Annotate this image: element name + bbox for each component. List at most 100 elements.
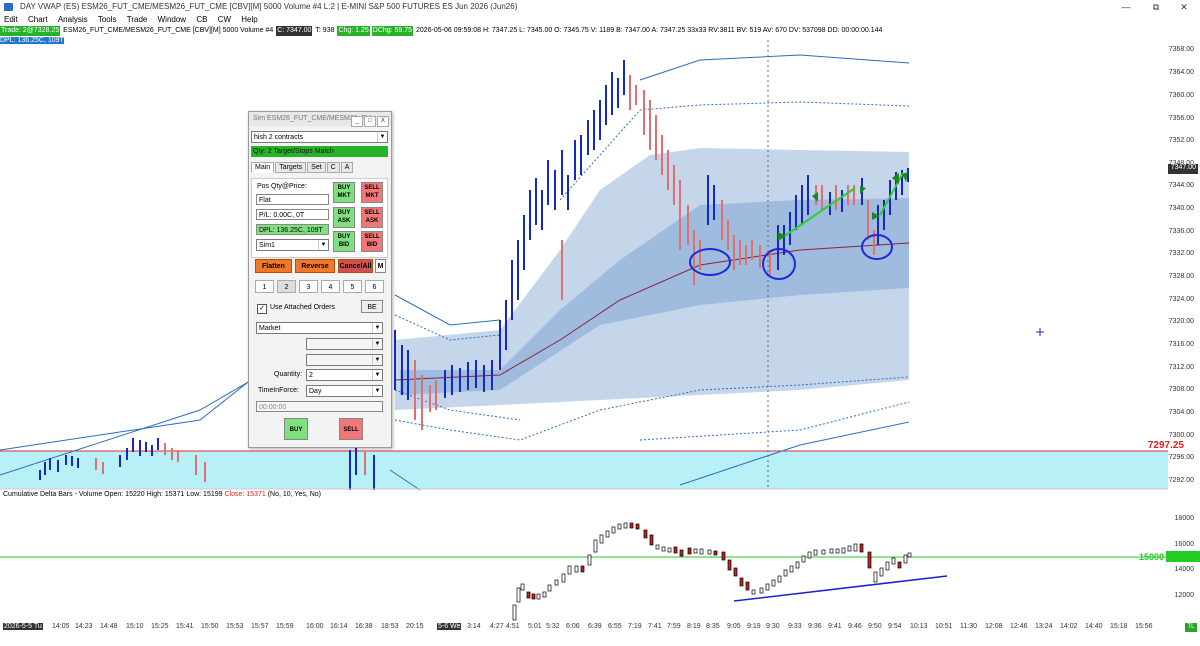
menu-edit[interactable]: Edit <box>4 15 18 24</box>
menu-analysis[interactable]: Analysis <box>57 15 88 24</box>
price-tick: 7332.00 <box>1168 250 1194 257</box>
price-2-select[interactable]: ▼ <box>306 354 383 366</box>
time-tick: 14:05 <box>52 623 70 630</box>
qty-3-button[interactable]: 3 <box>299 280 318 293</box>
m-button[interactable]: M <box>375 259 386 273</box>
button-line: SELL <box>364 185 380 191</box>
buy-ask-button[interactable]: BUY ASK <box>333 207 355 228</box>
time-tick: 6:06 <box>566 623 580 630</box>
flatten-button[interactable]: Flatten <box>255 259 292 273</box>
price-tick: 7300.00 <box>1168 432 1194 439</box>
time-tick: 14:02 <box>1060 623 1078 630</box>
last-trade: Trade: 2@7328.25 <box>0 26 61 36</box>
time-tick: 9:33 <box>788 623 802 630</box>
price-tick: 7348.00 <box>1168 160 1194 167</box>
close-button[interactable]: ✕ <box>1180 2 1188 12</box>
trade-window-close[interactable]: X <box>377 116 389 127</box>
restore-button[interactable]: ⧉ <box>1152 2 1160 12</box>
chevron-down-icon: ▼ <box>372 370 382 380</box>
buy-bid-button[interactable]: BUY BID <box>333 231 355 252</box>
menu-cw[interactable]: CW <box>217 15 231 24</box>
reverse-button[interactable]: Reverse <box>295 259 335 273</box>
quantity-input[interactable]: 2 ▼ <box>306 369 383 381</box>
support-circle-1 <box>689 248 731 276</box>
trade-window-minimize[interactable]: _ <box>351 116 363 127</box>
price-tick: 7308.00 <box>1168 386 1194 393</box>
use-attached-checkbox[interactable]: ✓ <box>257 304 267 314</box>
price-tick: 7368.00 <box>1168 46 1194 53</box>
trade-tabs: Main Targets Set C A <box>251 162 354 173</box>
sell-button[interactable]: SELL <box>339 418 363 440</box>
qty-1-button[interactable]: 1 <box>255 280 274 293</box>
button-line: ASK <box>337 218 351 224</box>
left-price-bars <box>39 330 409 490</box>
sell-market-button[interactable]: SELL MKT <box>361 182 383 203</box>
trade-window-title: Sim ESM26_FUT_CME/MESM26_FU... <box>253 115 377 122</box>
order-type-select[interactable]: Market ▼ <box>256 322 383 334</box>
price-tick: 7328.00 <box>1168 273 1194 280</box>
delta-study-name: Cumulative Delta Bars - Volume <box>3 491 103 498</box>
time-tick: 8:35 <box>706 623 720 630</box>
sell-bid-button[interactable]: SELL BID <box>361 231 383 252</box>
buy-button[interactable]: BUY <box>284 418 308 440</box>
time-tick: 5:01 <box>528 623 542 630</box>
menu-window[interactable]: Window <box>157 15 187 24</box>
tab-a[interactable]: A <box>340 162 354 173</box>
delta-tick: 14000 <box>1174 566 1194 573</box>
delta-low: Low: 15199 <box>186 491 223 498</box>
time-tick: 16:38 <box>355 623 373 630</box>
tab-set[interactable]: Set <box>307 162 326 173</box>
minimize-button[interactable]: — <box>1121 2 1131 12</box>
trade-window-titlebar[interactable]: Sim ESM26_FUT_CME/MESM26_FU... _ □ X <box>249 112 391 127</box>
highlight-zone <box>0 451 1168 489</box>
qty-5-button[interactable]: 5 <box>343 280 362 293</box>
button-line: BUY <box>337 210 351 216</box>
menu-help[interactable]: Help <box>241 15 258 24</box>
qty-6-button[interactable]: 6 <box>365 280 384 293</box>
time-tick: 8:19 <box>687 623 701 630</box>
menu-chart[interactable]: Chart <box>28 15 48 24</box>
account-select[interactable]: Sim1 ▼ <box>256 239 329 251</box>
price-tick: 7304.00 <box>1168 409 1194 416</box>
price-tick: 7340.00 <box>1168 205 1194 212</box>
delta-tick: 16000 <box>1174 541 1194 548</box>
time-tick: 15:50 <box>201 623 219 630</box>
time-tick: 10:51 <box>935 623 953 630</box>
menu-cb[interactable]: CB <box>196 15 208 24</box>
button-line: BID <box>366 242 378 248</box>
qty-2-button[interactable]: 2 <box>277 280 296 293</box>
chart-symbol: ESM26_FUT_CME/MESM26_FUT_CME [CBV][M] 50… <box>63 27 274 34</box>
rally-price-bars <box>444 60 909 398</box>
time-tick: 4:27 <box>490 623 504 630</box>
qty-4-button[interactable]: 4 <box>321 280 340 293</box>
delta-tick: 18000 <box>1174 515 1194 522</box>
sell-ask-button[interactable]: SELL ASK <box>361 207 383 228</box>
menu-tools[interactable]: Tools <box>97 15 117 24</box>
time-tick: 9:50 <box>868 623 882 630</box>
chevron-down-icon: ▼ <box>372 339 382 349</box>
time-tick: 13:24 <box>1035 623 1053 630</box>
button-line: BUY <box>337 185 351 191</box>
time-tick: 6:55 <box>608 623 622 630</box>
menu-trade[interactable]: Trade <box>126 15 148 24</box>
buy-market-button[interactable]: BUY MKT <box>333 182 355 203</box>
tab-main[interactable]: Main <box>251 162 275 173</box>
tab-targets[interactable]: Targets <box>275 162 307 173</box>
trade-window-maximize[interactable]: □ <box>364 116 376 127</box>
time-tick: 10:13 <box>910 623 928 630</box>
time-field[interactable]: 00:00:00 <box>256 401 383 412</box>
preset-select[interactable]: hish 2 contracts ▼ <box>251 131 388 143</box>
cancel-all-button[interactable]: CancelAll <box>338 259 373 273</box>
scale-toggle-button[interactable]: TL <box>1185 623 1197 632</box>
be-button[interactable]: BE <box>361 300 383 313</box>
quantity-value: 2 <box>309 372 313 379</box>
price-tick: 7364.00 <box>1168 69 1194 76</box>
price-tick: 7324.00 <box>1168 296 1194 303</box>
order-type-value: Market <box>259 325 281 332</box>
price-1-select[interactable]: ▼ <box>306 338 383 350</box>
level-price-tag: 7297.25 <box>1147 440 1184 451</box>
time-tick: 4:51 <box>506 623 520 630</box>
tif-select[interactable]: Day ▼ <box>306 385 383 397</box>
tab-c[interactable]: C <box>326 162 340 173</box>
